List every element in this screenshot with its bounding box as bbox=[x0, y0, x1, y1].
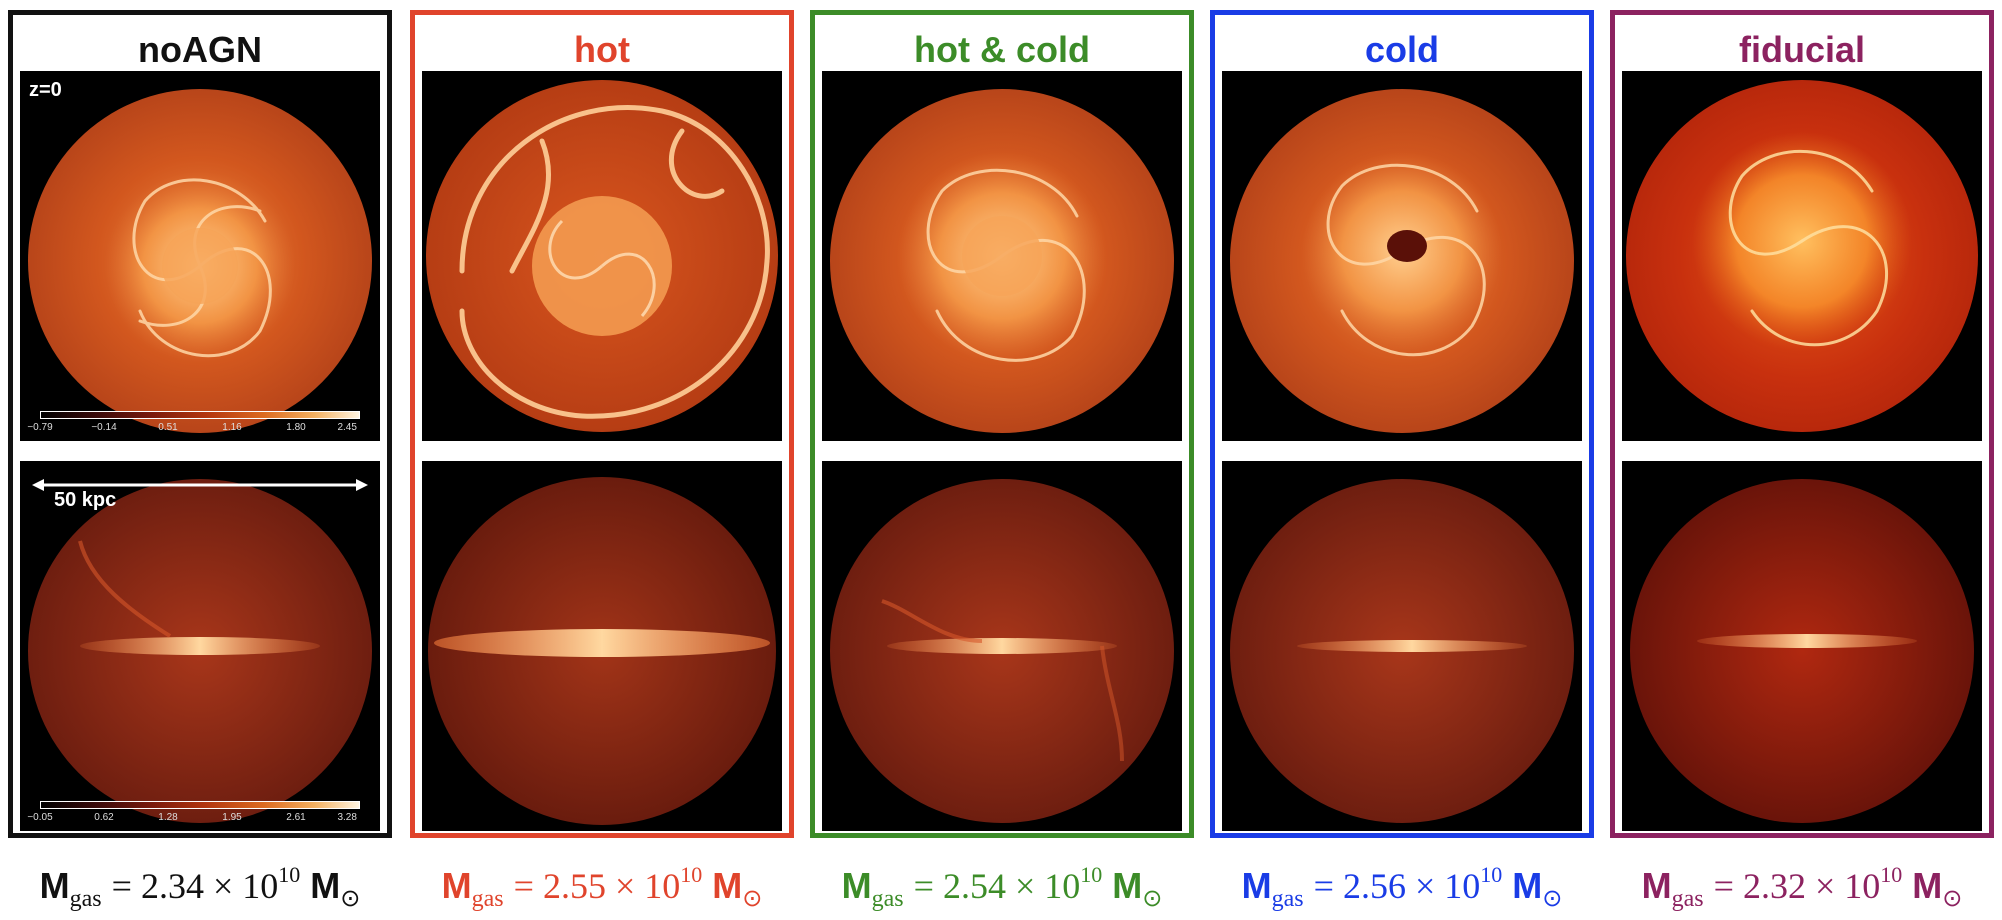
galaxy-face-on-icon bbox=[1626, 80, 1978, 432]
panel-noagn: noAGN bbox=[8, 10, 392, 838]
mass-symbol: M bbox=[441, 865, 472, 906]
galaxy-face-on-icon bbox=[426, 80, 778, 432]
mass-unit: M bbox=[310, 865, 341, 906]
colorbar-tick: −0.05 bbox=[27, 812, 53, 823]
mass-unit: M bbox=[1912, 865, 1943, 906]
face-on-gas-map bbox=[1222, 71, 1582, 441]
colorbar-tick: 2.61 bbox=[286, 812, 306, 823]
colorbar-tick: 2.45 bbox=[337, 422, 357, 433]
gas-mass-hot: Mgas = 2.55 × 1010 M⊙ bbox=[410, 862, 794, 913]
face-on-gas-map bbox=[1622, 71, 1982, 441]
mass-symbol: M bbox=[841, 865, 872, 906]
galaxy-edge-on-icon bbox=[830, 479, 1174, 823]
panel-title: cold bbox=[1364, 29, 1439, 70]
mass-value: = 2.55 × 10 bbox=[513, 866, 681, 906]
edge-on-gas-map bbox=[822, 461, 1182, 831]
panel-title: hot & cold bbox=[914, 29, 1090, 70]
scale-bar-label: 50 kpc bbox=[54, 489, 117, 511]
solar-symbol: ⊙ bbox=[1942, 884, 1963, 912]
galaxy-edge-on-icon bbox=[428, 477, 776, 825]
mass-subscript: gas bbox=[471, 886, 504, 912]
colorbar-gradient bbox=[40, 411, 360, 419]
solar-symbol: ⊙ bbox=[742, 884, 763, 912]
gas-mass-cold: Mgas = 2.56 × 1010 M⊙ bbox=[1210, 862, 1594, 913]
face-on-gas-map bbox=[422, 71, 782, 441]
mass-value: = 2.56 × 10 bbox=[1313, 866, 1481, 906]
mass-subscript: gas bbox=[871, 886, 904, 912]
mass-symbol: M bbox=[1241, 865, 1272, 906]
mass-unit: M bbox=[1512, 865, 1543, 906]
mass-exponent: 10 bbox=[680, 862, 703, 887]
gas-mass-fiducial: Mgas = 2.32 × 1010 M⊙ bbox=[1610, 862, 1994, 913]
colorbar-tick: −0.14 bbox=[91, 422, 117, 433]
scale-bar-arrow-icon bbox=[32, 479, 368, 491]
mass-exponent: 10 bbox=[1480, 862, 1503, 887]
panel-title: noAGN bbox=[138, 29, 262, 70]
panel-title: fiducial bbox=[1738, 29, 1866, 70]
face-on-gas-map bbox=[822, 71, 1182, 441]
mass-symbol: M bbox=[1641, 865, 1672, 906]
gas-mass-noagn: Mgas = 2.34 × 1010 M⊙ bbox=[8, 862, 392, 913]
mass-subscript: gas bbox=[1271, 886, 1304, 912]
panel-hot-and-cold: hot & cold bbox=[810, 10, 1194, 838]
panel-fiducial: fiducial bbox=[1610, 10, 1994, 838]
mass-subscript: gas bbox=[69, 886, 102, 912]
mass-exponent: 10 bbox=[278, 862, 301, 887]
galaxy-face-on-icon bbox=[830, 89, 1174, 433]
mass-value: = 2.34 × 10 bbox=[111, 866, 279, 906]
edge-on-gas-map: 50 kpc −0.05 0.62 1.28 1.95 2.61 3.28 bbox=[20, 461, 380, 831]
solar-symbol: ⊙ bbox=[1142, 884, 1163, 912]
mass-value: = 2.32 × 10 bbox=[1713, 866, 1881, 906]
solar-symbol: ⊙ bbox=[1542, 884, 1563, 912]
colorbar-tick: 1.16 bbox=[222, 422, 242, 433]
galaxy-edge-on-icon bbox=[1230, 479, 1574, 823]
mass-unit: M bbox=[1112, 865, 1143, 906]
galaxy-face-on-icon bbox=[1230, 89, 1574, 433]
redshift-label: z=0 bbox=[29, 79, 62, 101]
panel-cold: cold bbox=[1210, 10, 1594, 838]
colorbar-face: −0.79 −0.14 0.51 1.16 1.80 2.45 bbox=[27, 411, 360, 433]
galaxy-edge-on-icon bbox=[28, 479, 372, 823]
colorbar-tick: 1.80 bbox=[286, 422, 306, 433]
edge-on-gas-map bbox=[422, 461, 782, 831]
colorbar-tick: 0.51 bbox=[158, 422, 178, 433]
mass-exponent: 10 bbox=[1880, 862, 1903, 887]
edge-on-gas-map bbox=[1222, 461, 1582, 831]
colorbar-tick: 1.28 bbox=[158, 812, 178, 823]
edge-on-gas-map bbox=[1622, 461, 1982, 831]
colorbar-gradient bbox=[40, 801, 360, 809]
mass-subscript: gas bbox=[1671, 886, 1704, 912]
galaxy-edge-on-icon bbox=[1630, 479, 1974, 823]
colorbar-edge: −0.05 0.62 1.28 1.95 2.61 3.28 bbox=[27, 801, 360, 823]
galaxy-face-on-icon bbox=[28, 89, 372, 433]
colorbar-tick: −0.79 bbox=[27, 422, 53, 433]
mass-unit: M bbox=[712, 865, 743, 906]
panel-title: hot bbox=[574, 29, 630, 70]
mass-symbol: M bbox=[39, 865, 70, 906]
colorbar-tick: 1.95 bbox=[222, 812, 242, 823]
mass-value: = 2.54 × 10 bbox=[913, 866, 1081, 906]
colorbar-tick: 0.62 bbox=[94, 812, 114, 823]
mass-exponent: 10 bbox=[1080, 862, 1103, 887]
face-on-gas-map: z=0 −0.79 −0.14 0.51 1.16 1.80 2.45 bbox=[20, 71, 380, 441]
colorbar-tick: 3.28 bbox=[337, 812, 357, 823]
solar-symbol: ⊙ bbox=[340, 884, 361, 912]
panel-hot: hot bbox=[410, 10, 794, 838]
gas-mass-hot-and-cold: Mgas = 2.54 × 1010 M⊙ bbox=[810, 862, 1194, 913]
